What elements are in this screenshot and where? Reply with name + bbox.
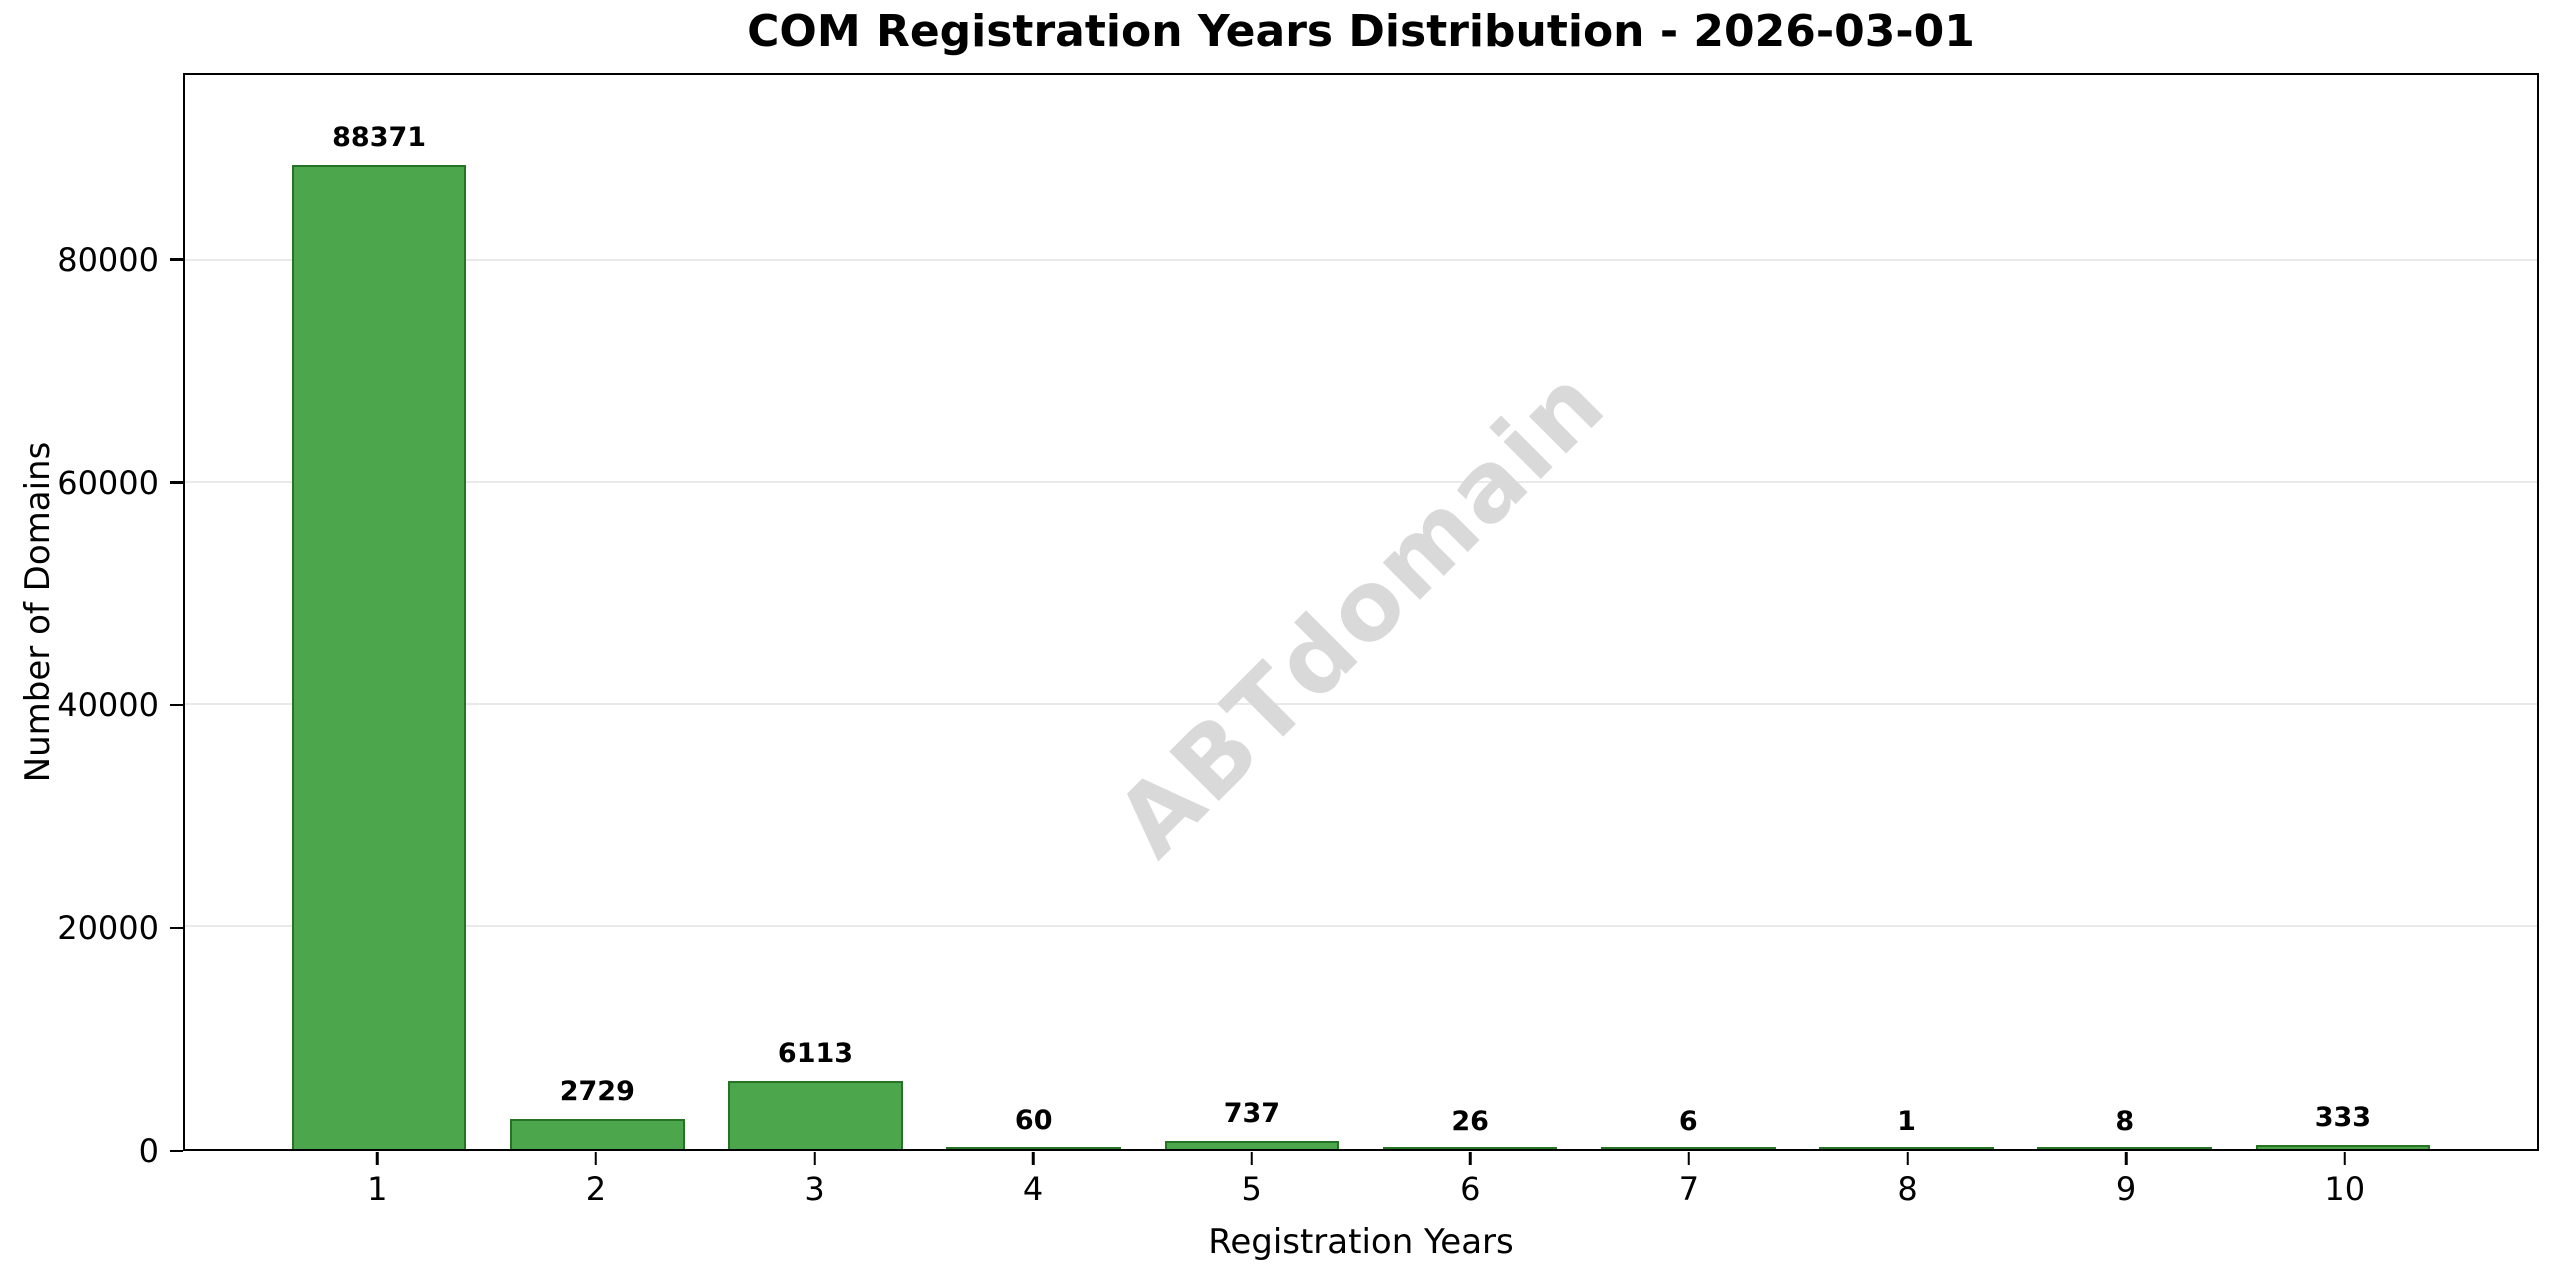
bar-slot: 1 xyxy=(1797,75,2015,1149)
bar-slot: 2729 xyxy=(488,75,706,1149)
y-axis: 0 20000 40000 60000 80000 xyxy=(0,73,183,1170)
x-tick-mark xyxy=(1469,1152,1472,1165)
chart-title: COM Registration Years Distribution - 20… xyxy=(747,6,1975,57)
bar-slot: 737 xyxy=(1143,75,1361,1149)
x-tick-mark xyxy=(1906,1152,1909,1165)
bar-value-label: 737 xyxy=(1223,1097,1281,1129)
bar-slot: 88371 xyxy=(270,75,488,1149)
x-tick-mark xyxy=(1687,1152,1691,1165)
x-tick-label: 4 xyxy=(1022,1170,1044,1208)
gridline xyxy=(185,481,2537,484)
bar-value-label: 6 xyxy=(1678,1105,1698,1137)
y-tick-mark xyxy=(170,481,183,484)
bar-slot: 26 xyxy=(1361,75,1579,1149)
bar-value-label: 6113 xyxy=(777,1037,854,1069)
x-tick-label: 7 xyxy=(1678,1170,1700,1208)
bar-slot: 60 xyxy=(925,75,1143,1149)
bar xyxy=(946,1147,1121,1149)
y-tick-mark xyxy=(170,926,183,930)
bar-slot: 6 xyxy=(1579,75,1797,1149)
y-tick-mark xyxy=(170,258,183,261)
gridline xyxy=(185,259,2537,262)
y-tick-label: 80000 xyxy=(57,240,159,279)
gridline xyxy=(185,703,2537,706)
bar-slot: 333 xyxy=(2234,75,2452,1149)
x-tick-label: 6 xyxy=(1460,1170,1481,1208)
bar-value-label: 8 xyxy=(2115,1105,2135,1137)
y-tick-mark xyxy=(170,703,183,707)
bar xyxy=(1819,1147,1994,1149)
x-tick-label: 1 xyxy=(367,1170,388,1208)
bar-slot: 6113 xyxy=(706,75,924,1149)
bar xyxy=(1601,1147,1776,1149)
bar-value-label: 2729 xyxy=(559,1075,635,1107)
bar-value-label: 60 xyxy=(1014,1105,1053,1137)
y-tick-label: 0 xyxy=(138,1132,159,1170)
bars-container: 88371 2729 6113 60 737 26 6 1 8 333 xyxy=(185,75,2537,1149)
bar-value-label: 26 xyxy=(1451,1105,1489,1137)
y-tick-label: 20000 xyxy=(57,909,159,948)
gridline xyxy=(185,925,2537,928)
x-tick-label: 3 xyxy=(804,1170,825,1208)
x-tick-mark xyxy=(1250,1152,1253,1165)
x-tick-mark xyxy=(594,1152,598,1165)
bar xyxy=(1164,1140,1340,1149)
y-tick-label: 40000 xyxy=(57,686,159,725)
bar xyxy=(510,1118,685,1149)
x-tick-mark xyxy=(1031,1152,1035,1165)
x-tick-mark xyxy=(813,1152,816,1165)
y-tick-label: 60000 xyxy=(57,463,159,502)
bar-value-label: 88371 xyxy=(332,121,427,153)
bar xyxy=(291,164,467,1149)
x-tick-label: 9 xyxy=(2115,1170,2137,1208)
x-tick-label: 5 xyxy=(1241,1170,1262,1208)
bar xyxy=(728,1080,903,1149)
x-tick-mark xyxy=(376,1152,379,1165)
x-tick-mark xyxy=(2124,1152,2128,1165)
plot-area: ABTdomain 88371 2729 6113 60 737 26 6 1 8 333 xyxy=(183,73,2539,1151)
bar-value-label: 333 xyxy=(2314,1102,2372,1134)
bar xyxy=(1382,1147,1558,1149)
bar-value-label: 1 xyxy=(1897,1106,1916,1137)
x-tick-label: 8 xyxy=(1897,1170,1918,1208)
bar xyxy=(2255,1145,2431,1149)
x-axis: 1 2 3 4 5 6 7 8 9 10 xyxy=(183,1152,2539,1271)
bar-slot: 8 xyxy=(2016,75,2234,1149)
y-axis-title: Number of Domains xyxy=(18,441,58,783)
x-tick-label: 10 xyxy=(2324,1170,2366,1208)
y-tick-mark xyxy=(170,1149,183,1152)
bar xyxy=(2037,1147,2212,1149)
x-tick-label: 2 xyxy=(585,1170,607,1208)
x-tick-mark xyxy=(2343,1152,2346,1165)
x-axis-title: Registration Years xyxy=(1208,1222,1514,1262)
